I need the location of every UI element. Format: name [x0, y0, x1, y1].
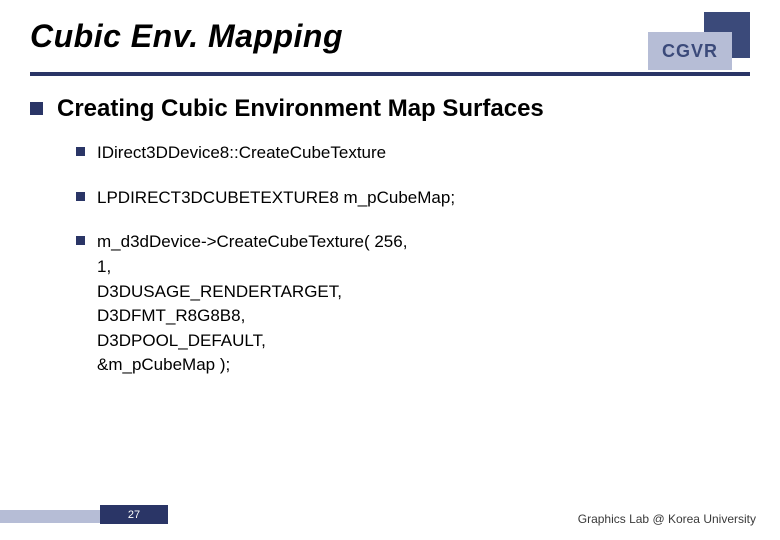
bullet-row: IDirect3DDevice8::CreateCubeTexture [76, 141, 750, 166]
bullet-text: LPDIRECT3DCUBETEXTURE8 m_pCubeMap; [97, 186, 455, 211]
square-bullet-icon [30, 102, 43, 115]
title-underline [30, 72, 750, 76]
square-bullet-icon [76, 236, 85, 245]
page-number: 27 [128, 509, 140, 521]
content-heading: Creating Cubic Environment Map Surfaces [57, 95, 544, 123]
content-area: Creating Cubic Environment Map Surfaces … [30, 95, 750, 398]
square-bullet-icon [76, 192, 85, 201]
badge-front-box: CGVR [648, 32, 732, 70]
footer-attribution: Graphics Lab @ Korea University [578, 512, 756, 526]
bullet-row: LPDIRECT3DCUBETEXTURE8 m_pCubeMap; [76, 186, 750, 211]
bullet-text: IDirect3DDevice8::CreateCubeTexture [97, 141, 386, 166]
square-bullet-icon [76, 147, 85, 156]
bullet-text: m_d3dDevice->CreateCubeTexture( 256, 1, … [97, 230, 407, 378]
bullet-row: m_d3dDevice->CreateCubeTexture( 256, 1, … [76, 230, 750, 378]
badge-text: CGVR [662, 41, 718, 62]
footer-stripe [0, 510, 100, 523]
heading-row: Creating Cubic Environment Map Surfaces [30, 95, 750, 123]
slide-container: Cubic Env. Mapping CGVR Creating Cubic E… [0, 0, 780, 540]
page-number-badge: 27 [100, 505, 168, 524]
